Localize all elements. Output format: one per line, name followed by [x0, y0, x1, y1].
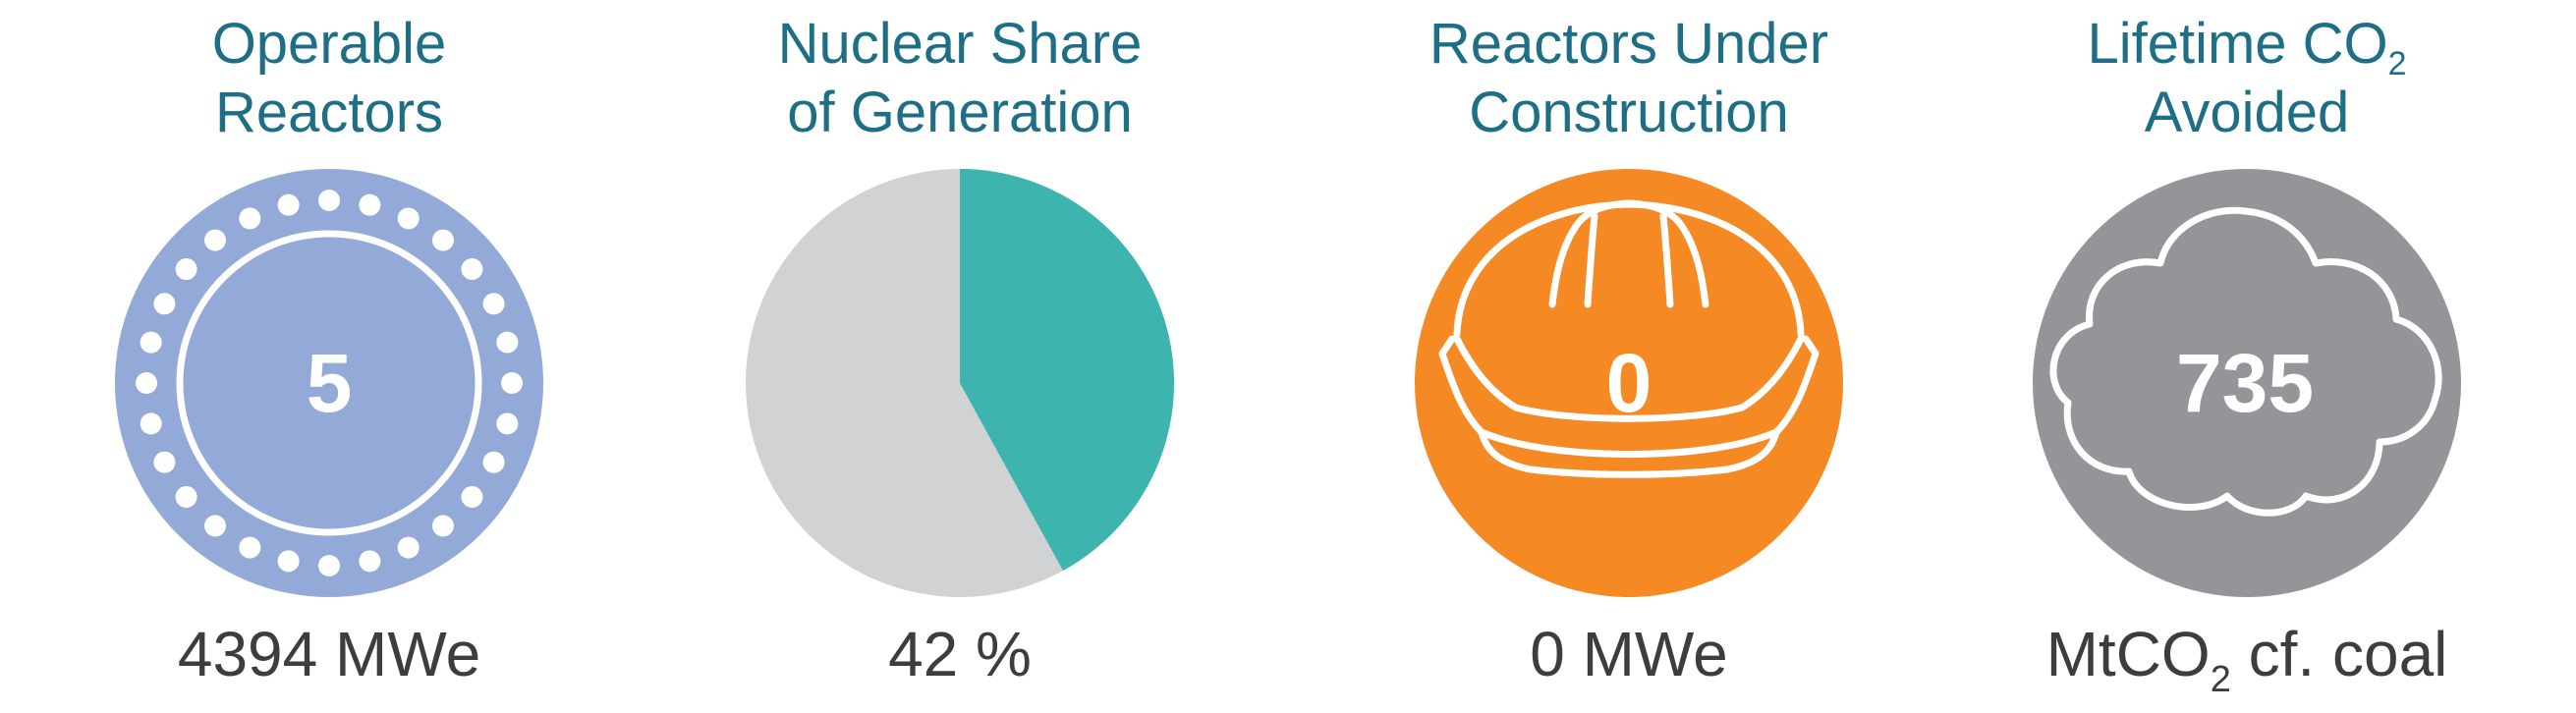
operable-reactors-panel: Operable Reactors 5 4394 MWe	[74, 0, 585, 713]
reactor-dot	[277, 193, 300, 216]
reactor-dot	[318, 555, 340, 576]
title-line: Reactors Under	[1428, 12, 1829, 76]
panel-title: Operable Reactors	[74, 10, 585, 147]
reactor-ring-icon: 5	[115, 169, 543, 597]
reactor-dot	[496, 331, 519, 354]
reactor-inner-ring	[176, 230, 482, 536]
panel-caption: MtCO2 cf. coal	[1991, 617, 2502, 698]
reactor-dots	[136, 190, 523, 576]
reactor-dot	[359, 550, 381, 573]
construction-circle	[1415, 169, 1843, 597]
panel-caption: 42 %	[888, 619, 1032, 689]
value-number: 0	[1606, 337, 1652, 429]
reactor-dot	[153, 451, 176, 473]
reactor-dot	[239, 536, 261, 559]
reactor-dot	[277, 550, 300, 573]
share-pie	[746, 169, 1174, 597]
reactor-dot	[359, 193, 381, 216]
reactor-dot	[136, 372, 157, 394]
caption-subscript: 2	[2210, 659, 2231, 700]
hat-ridge-inner	[1584, 212, 1674, 308]
reactor-dot	[175, 485, 197, 508]
cloud-icon: 735	[2033, 169, 2461, 597]
co2-avoided-panel: Lifetime CO2 Avoided 735 MtCO2 cf. coal	[1991, 0, 2502, 713]
hat-brim-bottom	[1478, 428, 1780, 478]
title-line: Nuclear Share	[777, 12, 1143, 76]
reactor-dot	[204, 229, 227, 251]
panel-caption: 4394 MWe	[177, 619, 481, 689]
title-line: Reactors	[214, 81, 444, 144]
under-construction-panel: Reactors Under Construction 0 0 MWe	[1373, 0, 1884, 713]
panel-title: Nuclear Share of Generation	[704, 10, 1215, 147]
reactor-dot	[153, 293, 176, 315]
reactor-dot	[431, 515, 454, 537]
cloud-outline	[2049, 206, 2442, 517]
title-line: Operable	[211, 12, 447, 76]
caption-text-rest: cf. coal	[2230, 619, 2448, 689]
reactor-dot	[501, 372, 523, 394]
panel-title: Lifetime CO2 Avoided	[1991, 10, 2502, 147]
reactor-dot	[461, 258, 483, 281]
reactor-dot	[204, 515, 227, 537]
value-number: 5	[307, 337, 353, 429]
reactor-dot	[140, 331, 162, 354]
title-line: Lifetime CO2	[1991, 10, 2502, 82]
nuclear-share-panel: Nuclear Share of Generation 42 %	[704, 0, 1215, 713]
hat-ridge	[1548, 224, 1709, 308]
reactor-dot	[140, 412, 162, 435]
reactor-dot	[175, 258, 197, 281]
title-line: of Generation	[787, 81, 1133, 144]
reactor-dot	[397, 207, 420, 230]
value-number: 735	[2176, 337, 2314, 429]
panel-caption: 0 MWe	[1530, 619, 1728, 689]
hat-band	[1512, 404, 1746, 422]
hat-ridge-top	[1571, 199, 1687, 232]
panel-title: Reactors Under Construction	[1373, 10, 1884, 147]
title-line: Construction	[1469, 81, 1789, 144]
title-line: Avoided	[2144, 81, 2350, 144]
hat-brim	[1438, 335, 1820, 458]
reactor-dot	[318, 190, 340, 211]
reactor-dot	[482, 293, 505, 315]
hard-hat-icon: 0	[1415, 169, 1843, 597]
reactor-dot	[496, 412, 519, 435]
pie-slice-nuclear	[960, 169, 1174, 572]
title-subscript: 2	[2387, 45, 2407, 82]
title-text: Lifetime CO	[2087, 12, 2388, 76]
reactor-dot	[239, 207, 261, 230]
reactor-dot	[397, 536, 420, 559]
reactor-dot	[461, 485, 483, 508]
reactor-dot	[431, 229, 454, 251]
reactor-dot	[482, 451, 505, 473]
hat-band-sides	[1453, 335, 1805, 411]
caption-text: MtCO	[2045, 619, 2211, 689]
